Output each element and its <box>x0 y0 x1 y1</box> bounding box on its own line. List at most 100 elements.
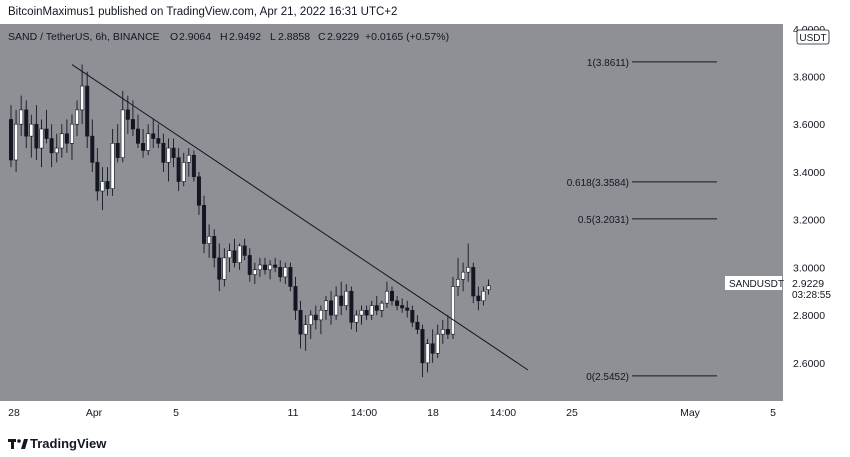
candle-up <box>186 154 191 163</box>
candle-up <box>110 143 115 189</box>
time-scale[interactable] <box>0 401 850 424</box>
fib-levels-group: 1(3.8611) 0.618(3.3584) 0.5(3.2031) 0(2.545… <box>567 58 717 383</box>
candle-down <box>278 267 283 278</box>
candle-down <box>247 255 252 275</box>
candle-down <box>430 343 435 354</box>
fib-level-label: 0(2.5452) <box>586 372 629 383</box>
candle-down <box>339 295 344 306</box>
last-price-value: 2.9229 <box>792 278 824 290</box>
y-axis-ticks: 4.00003.80003.60003.40003.20003.00002.80… <box>793 24 825 370</box>
candle-up <box>450 286 455 335</box>
x-tick-label: 25 <box>566 407 578 419</box>
y-tick-label: 2.8000 <box>793 310 825 322</box>
price-scale[interactable] <box>783 24 850 401</box>
candle-up <box>268 264 273 271</box>
candle-up <box>222 257 227 280</box>
candle-up <box>379 302 384 311</box>
candle-down <box>476 295 481 302</box>
candle-down <box>34 123 39 149</box>
x-tick-label: 18 <box>427 407 439 419</box>
candle-up <box>283 267 288 278</box>
fib-level-label: 1(3.8611) <box>587 58 629 69</box>
candle-up <box>181 162 186 182</box>
y-tick-label: 2.6000 <box>793 358 825 370</box>
candle-up <box>257 264 262 271</box>
candle-up <box>334 295 339 316</box>
candle-down <box>141 143 146 151</box>
symbol-tag <box>725 276 782 290</box>
currency-badge[interactable] <box>796 29 830 45</box>
publish-line: BitcoinMaximus1 published on TradingView… <box>8 6 398 18</box>
x-axis-ticks: 28 Apr 5 11 14:00 18 14:00 25 May 5 <box>8 407 776 419</box>
candle-up <box>59 133 64 149</box>
footer-brand: TradingView <box>30 436 107 451</box>
candle-down <box>115 143 120 158</box>
candle-down <box>415 321 420 330</box>
y-tick-label: 3.2000 <box>793 215 825 227</box>
candle-up <box>344 290 349 306</box>
candle-down <box>217 257 222 280</box>
candle-up <box>146 133 151 151</box>
footer: TradingView <box>0 432 850 457</box>
x-tick-label: 14:00 <box>490 407 516 419</box>
candle-down <box>105 181 110 189</box>
candle-down <box>298 310 303 335</box>
candle-down <box>389 290 394 302</box>
legend-o-label: O <box>170 31 178 43</box>
candle-down <box>44 128 49 139</box>
candlestick-chart[interactable]: 1(3.8611) 0.618(3.3584) 0.5(3.2031) 0(2.545… <box>0 24 850 424</box>
candle-up <box>359 310 364 316</box>
candle-up <box>425 343 430 364</box>
candle-down <box>212 236 217 259</box>
x-tick-label: 14:00 <box>351 407 377 419</box>
candle-down <box>232 250 237 263</box>
candle-down <box>313 314 318 321</box>
candle-up <box>481 290 486 302</box>
candle-down <box>349 290 354 323</box>
candle-down <box>151 133 156 139</box>
legend-l-label: L <box>270 31 276 43</box>
y-tick-label: 3.0000 <box>793 262 825 274</box>
descending-trendline[interactable] <box>71 64 529 371</box>
tradingview-logo-icon <box>8 439 28 449</box>
x-tick-label: 28 <box>8 407 20 419</box>
candle-up <box>19 109 24 125</box>
candles-group <box>9 64 491 378</box>
candle-up <box>75 109 80 125</box>
candle-up <box>354 314 359 323</box>
candle-down <box>49 138 54 154</box>
legend-symbol: SAND / TetherUS, 6h, BINANCE <box>8 31 160 43</box>
candle-down <box>85 85 90 137</box>
candle-down <box>171 147 176 158</box>
y-tick-label: 3.4000 <box>793 167 825 179</box>
candle-down <box>364 310 369 316</box>
candle-up <box>466 267 471 273</box>
candle-up <box>252 269 257 275</box>
candle-up <box>323 300 328 311</box>
candle-down <box>191 154 196 178</box>
x-tick-label: 5 <box>770 407 776 419</box>
candle-up <box>318 310 323 321</box>
candle-down <box>9 119 14 161</box>
chart-area[interactable]: 1(3.8611) 0.618(3.3584) 0.5(3.2031) 0(2.545… <box>0 24 850 424</box>
y-tick-label: 3.8000 <box>793 71 825 83</box>
candle-down <box>202 205 207 244</box>
candle-up <box>308 314 313 325</box>
candle-down <box>242 245 247 256</box>
legend-h-label: H <box>220 31 228 43</box>
candle-down <box>420 329 425 364</box>
candle-down <box>196 176 201 206</box>
fib-level-label: 0.5(3.2031) <box>578 215 629 226</box>
legend-c-value: 2.9229 <box>327 31 359 43</box>
candle-down <box>329 300 334 316</box>
candle-up <box>456 279 461 287</box>
candle-down <box>64 133 69 144</box>
last-price-tag <box>785 275 837 301</box>
candle-down <box>288 267 293 287</box>
legend-h-value: 2.9492 <box>229 31 261 43</box>
candle-down <box>395 300 400 306</box>
candle-up <box>486 285 491 291</box>
x-tick-label: 5 <box>173 407 179 419</box>
x-tick-label: Apr <box>86 407 103 419</box>
candle-up <box>120 109 125 158</box>
